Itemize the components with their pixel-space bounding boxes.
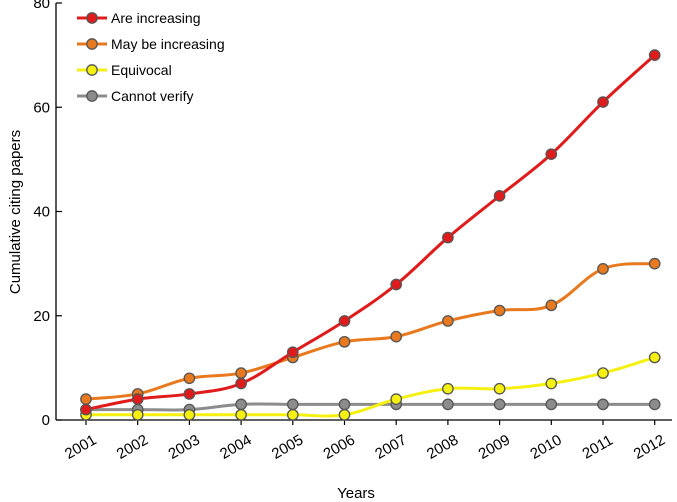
data-point-are-increasing xyxy=(493,190,506,202)
data-point-may-be-increasing xyxy=(235,367,247,379)
data-point-equivocal xyxy=(131,408,144,421)
data-point-cannot-verify xyxy=(545,398,558,411)
data-point-cannot-verify xyxy=(648,398,661,411)
data-point-are-increasing xyxy=(286,346,299,359)
data-point-may-be-increasing xyxy=(338,335,351,348)
x-tick-label: 2010 xyxy=(527,431,564,462)
series-may-be-increasing xyxy=(80,257,661,405)
y-tick-label: 0 xyxy=(42,412,50,429)
x-tick-label: 2004 xyxy=(217,431,254,462)
legend-label: Equivocal xyxy=(111,62,172,78)
legend-swatch-marker xyxy=(86,38,98,50)
x-axis-title: Years xyxy=(337,485,375,502)
data-point-may-be-increasing xyxy=(183,372,196,385)
data-point-equivocal xyxy=(545,377,558,390)
legend-item-cannot-verify: Cannot verify xyxy=(77,88,193,104)
data-point-are-increasing xyxy=(80,403,92,416)
x-axis-ticks: 2001 2002 2003 2004 2005 2006 2007 2008 2009 2010… xyxy=(62,420,668,463)
legend-label: Cannot verify xyxy=(111,88,193,104)
y-tick-label: 40 xyxy=(33,204,50,221)
x-tick-label: 2011 xyxy=(580,432,616,463)
data-point-equivocal xyxy=(286,408,299,421)
data-point-cannot-verify xyxy=(597,398,609,411)
y-axis-title: Cumulative citing papers xyxy=(7,130,24,294)
data-point-are-increasing xyxy=(183,388,196,400)
series-layer xyxy=(80,49,661,421)
data-point-may-be-increasing xyxy=(545,299,558,312)
series-equivocal xyxy=(80,351,661,421)
data-point-may-be-increasing xyxy=(442,315,454,327)
data-point-equivocal xyxy=(338,408,351,421)
series-line-may-be-increasing xyxy=(84,262,657,401)
data-point-are-increasing xyxy=(235,377,247,390)
data-point-may-be-increasing xyxy=(493,304,506,317)
data-point-cannot-verify xyxy=(493,398,506,411)
data-point-cannot-verify xyxy=(286,398,299,411)
data-point-may-be-increasing xyxy=(80,393,92,405)
data-point-are-increasing xyxy=(648,49,661,61)
series-line-are-increasing xyxy=(84,53,657,412)
data-point-equivocal xyxy=(390,393,403,405)
data-point-equivocal xyxy=(183,408,196,421)
y-axis-ticks: 0 20 40 60 80 xyxy=(33,0,62,429)
data-point-are-increasing xyxy=(131,393,144,405)
data-point-equivocal xyxy=(493,382,506,395)
data-point-are-increasing xyxy=(338,315,351,327)
y-tick-label: 60 xyxy=(33,99,50,116)
data-point-equivocal xyxy=(597,367,609,379)
x-tick-label: 2003 xyxy=(165,431,202,462)
x-tick-label: 2001 xyxy=(62,431,99,462)
series-line-equivocal xyxy=(84,355,657,418)
data-point-may-be-increasing xyxy=(648,257,661,270)
data-point-are-increasing xyxy=(597,96,609,108)
x-tick-label: 2002 xyxy=(114,431,151,462)
legend-swatch-marker xyxy=(86,12,98,24)
data-point-equivocal xyxy=(648,351,661,364)
x-tick-label: 2008 xyxy=(424,431,461,462)
data-point-are-increasing xyxy=(390,278,403,291)
legend-item-equivocal: Equivocal xyxy=(77,62,172,78)
legend-label: Are increasing xyxy=(111,10,201,26)
data-point-may-be-increasing xyxy=(597,262,609,275)
data-point-equivocal xyxy=(442,382,454,395)
x-tick-label: 2009 xyxy=(476,431,513,462)
data-point-may-be-increasing xyxy=(390,330,403,343)
data-point-cannot-verify xyxy=(235,398,247,411)
data-point-are-increasing xyxy=(442,231,454,244)
legend-swatch-marker xyxy=(86,64,98,76)
data-point-equivocal xyxy=(235,408,247,421)
legend-swatch-marker xyxy=(86,90,98,102)
legend-item-are-increasing: Are increasing xyxy=(77,10,201,26)
x-tick-label: 2012 xyxy=(631,431,668,462)
y-tick-label: 80 xyxy=(33,0,50,12)
y-tick-label: 20 xyxy=(33,308,50,325)
x-tick-label: 2005 xyxy=(269,431,306,462)
x-tick-label: 2007 xyxy=(372,431,409,462)
legend-item-may-be-increasing: May be increasing xyxy=(77,36,225,52)
data-point-cannot-verify xyxy=(338,398,351,411)
x-tick-label: 2006 xyxy=(321,431,358,462)
legend-label: May be increasing xyxy=(111,36,225,52)
series-are-increasing xyxy=(80,49,661,416)
data-point-are-increasing xyxy=(545,148,558,161)
data-point-cannot-verify xyxy=(442,398,454,411)
legend: Are increasing May be increasing Equivocal… xyxy=(77,10,225,104)
